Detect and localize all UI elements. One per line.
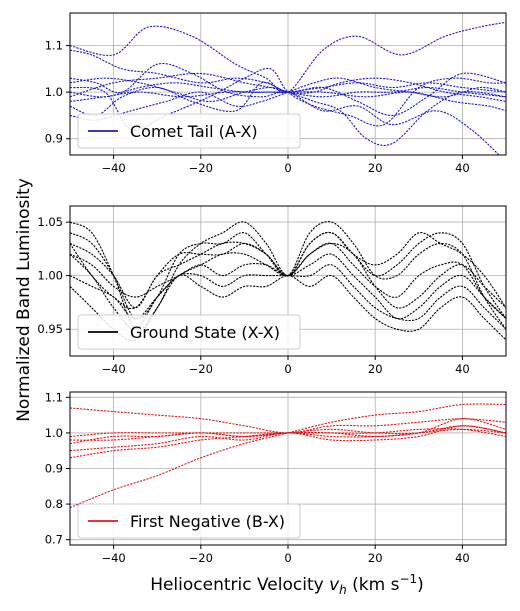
first-negative-ytick-label: 0.9: [45, 462, 63, 476]
x-axis-label-sub: h: [339, 583, 347, 597]
first-negative-legend-label: First Negative (B-X): [130, 512, 285, 531]
comet-tail-series-line: [70, 62, 500, 155]
comet-tail-series-line: [70, 82, 506, 98]
first-negative-xtick-label: 40: [455, 551, 470, 565]
comet-tail-series-line: [70, 91, 506, 112]
first-negative-series-line: [70, 403, 506, 509]
ground-state-xtick-label: 40: [455, 362, 470, 376]
comet-tail-ytick-label: 0.9: [45, 132, 63, 146]
y-axis-label: Normalized Band Luminosity: [14, 178, 34, 422]
first-negative-xtick-label: 20: [368, 551, 383, 565]
comet-tail-xtick-label: −40: [101, 161, 125, 175]
ground-state-ytick-label: 1.00: [37, 269, 63, 283]
ground-state-ytick-label: 0.95: [37, 322, 63, 336]
x-axis-label: Heliocentric Velocity vh (km s−1): [150, 572, 424, 597]
x-axis-label-end: ): [417, 575, 424, 595]
ground-state-xtick-label: 20: [368, 362, 383, 376]
ground-state-xtick-label: 0: [284, 362, 291, 376]
first-negative-ytick-label: 1.0: [45, 426, 63, 440]
comet-tail-series-group: [70, 21, 506, 155]
first-negative-xtick-label: 0: [284, 551, 291, 565]
comet-tail-series-line: [70, 72, 506, 117]
first-negative-series-group: [70, 403, 506, 509]
x-axis-label-text: Heliocentric Velocity: [150, 575, 329, 595]
ground-state-ytick-label: 1.05: [37, 215, 63, 229]
first-negative-ytick-label: 0.8: [45, 497, 63, 511]
first-negative-ytick-label: 1.1: [45, 390, 63, 404]
panel-first-negative: −40 −20 0 20 40 0.7 0.8 0.9 1.0 1.1 First Negative…: [45, 390, 507, 565]
ground-state-xtick-label: −20: [189, 362, 213, 376]
comet-tail-ytick-label: 1.1: [45, 39, 63, 53]
comet-tail-legend-label: Comet Tail (A-X): [130, 122, 258, 141]
comet-tail-legend-box: [77, 113, 301, 149]
x-axis-label-var: v: [329, 575, 340, 595]
first-negative-legend-box: [77, 503, 301, 539]
ground-state-series-line: [70, 231, 506, 309]
panel-ground-state: −40 −20 0 20 40 0.95 1.00 1.05 Ground State (X-X…: [37, 205, 507, 376]
panel-comet-tail: −40 −20 0 20 40 0.9 1.0 1.1 Comet Tail (A-X): [45, 12, 507, 175]
comet-tail-ytick-label: 1.0: [45, 85, 63, 99]
first-negative-ytick-label: 0.7: [45, 533, 63, 547]
comet-tail-series-line: [70, 67, 506, 131]
comet-tail-series-line: [70, 77, 506, 146]
comet-tail-xtick-label: 40: [455, 161, 470, 175]
first-negative-series-line: [70, 425, 506, 445]
x-axis-label-unit: (km s: [347, 575, 400, 595]
first-negative-xtick-label: −40: [101, 551, 125, 565]
comet-tail-series-line: [70, 77, 506, 121]
comet-tail-xtick-label: 0: [284, 161, 291, 175]
x-axis-label-exp: −1: [399, 572, 417, 586]
comet-tail-xtick-label: 20: [368, 161, 383, 175]
comet-tail-xtick-label: −20: [189, 161, 213, 175]
ground-state-legend-box: [77, 314, 301, 350]
ground-state-legend-label: Ground State (X-X): [130, 323, 280, 342]
ground-state-xtick-label: −40: [101, 362, 125, 376]
first-negative-xtick-label: −20: [189, 551, 213, 565]
